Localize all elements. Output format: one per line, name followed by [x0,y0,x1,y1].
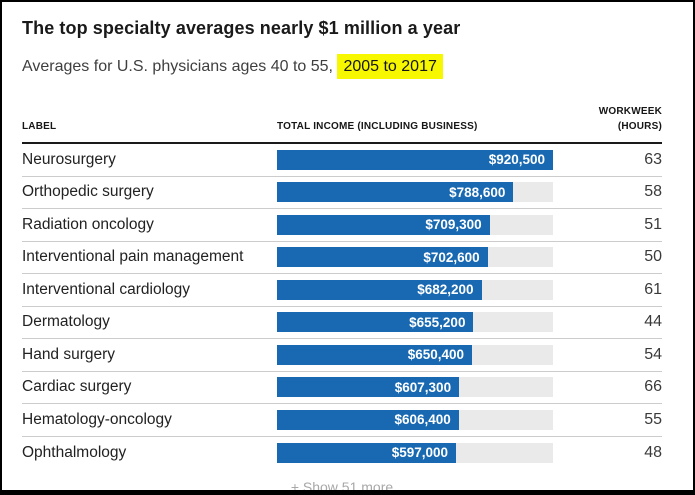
income-value-label: $655,200 [409,314,466,330]
table-row: Ophthalmology $597,000 48 [22,437,662,470]
specialty-label: Hand surgery [22,345,116,363]
income-bar-track: $709,300 [277,214,553,235]
income-bar-track: $682,200 [277,279,553,300]
income-bar-fill: $606,400 [277,409,459,430]
specialty-label: Cardiac surgery [22,378,132,396]
income-bar-cell: $650,400 [277,344,553,365]
income-value-label: $682,200 [417,282,474,298]
income-bar-fill: $920,500 [277,149,553,170]
specialty-label: Neurosurgery [22,150,116,168]
subtitle-text: Averages for U.S. physicians ages 40 to … [22,58,338,75]
specialty-label: Orthopedic surgery [22,183,154,201]
income-bar-fill: $650,400 [277,344,472,365]
income-bar-cell: $920,500 [277,149,553,170]
workweek-hours-value: 50 [644,248,662,266]
income-value-label: $702,600 [423,249,480,265]
table-row: Hematology-oncology $606,400 55 [22,404,662,437]
workweek-hours-value: 55 [644,410,662,428]
specialty-label: Interventional pain management [22,248,244,266]
income-bar-cell: $709,300 [277,214,553,235]
income-bar-track: $702,600 [277,247,553,268]
table-header-row: LABEL TOTAL INCOME (INCLUDING BUSINESS) … [22,104,662,144]
income-bar-fill: $709,300 [277,214,490,235]
income-bar-cell: $702,600 [277,247,553,268]
income-value-label: $597,000 [391,445,448,461]
table-row: Interventional cardiology $682,200 61 [22,274,662,307]
specialty-label: Radiation oncology [22,215,154,233]
income-value-label: $709,300 [425,217,482,233]
income-value-label: $788,600 [449,184,506,200]
income-bar-fill: $682,200 [277,279,482,300]
chart-title: The top specialty averages nearly $1 mil… [22,18,461,38]
table-body: Neurosurgery $920,500 63 Orthopedic surg… [22,144,662,469]
table-row: Hand surgery $650,400 54 [22,339,662,372]
income-bar-track: $597,000 [277,442,553,463]
income-bar-track: $920,500 [277,149,553,170]
table-row: Dermatology $655,200 44 [22,307,662,339]
column-header-workweek-line1: WORKWEEK [598,106,662,117]
table-row: Radiation oncology $709,300 51 [22,209,662,242]
income-value-label: $650,400 [407,347,464,363]
specialty-label: Interventional cardiology [22,280,191,298]
table-row: Cardiac surgery $607,300 66 [22,372,662,404]
income-bar-track: $606,400 [277,409,553,430]
workweek-hours-value: 63 [644,150,662,168]
workweek-hours-value: 48 [644,443,662,461]
column-header-label: LABEL [22,121,57,132]
income-bar-cell: $788,600 [277,182,553,203]
workweek-hours-value: 44 [644,313,662,331]
income-bar-track: $650,400 [277,344,553,365]
income-bar-fill: $788,600 [277,182,514,203]
income-bar-cell: $607,300 [277,377,553,398]
column-header-income: TOTAL INCOME (INCLUDING BUSINESS) [277,121,478,132]
table-row: Neurosurgery $920,500 63 [22,144,662,177]
show-more-link[interactable]: + Show 51 more [290,479,394,495]
workweek-hours-value: 51 [644,215,662,233]
income-value-label: $920,500 [488,152,545,168]
income-bar-fill: $655,200 [277,312,474,333]
chart-subtitle: Averages for U.S. physicians ages 40 to … [22,54,662,80]
specialty-label: Ophthalmology [22,443,127,461]
income-bar-fill: $597,000 [277,442,456,463]
income-value-label: $607,300 [394,379,452,395]
column-header-workweek-line2: (HOURS) [617,121,662,132]
specialty-label: Hematology-oncology [22,410,172,428]
income-bar-cell: $597,000 [277,442,553,463]
income-bar-cell: $606,400 [277,409,553,430]
income-value-label: $606,400 [394,412,451,428]
income-bar-track: $788,600 [277,182,553,203]
income-bar-cell: $682,200 [277,279,553,300]
workweek-hours-value: 58 [644,183,662,201]
workweek-hours-value: 61 [644,280,662,298]
income-bar-fill: $607,300 [277,377,460,398]
workweek-hours-value: 54 [644,345,662,363]
table-row: Interventional pain management $702,600 … [22,242,662,274]
workweek-hours-value: 66 [644,378,662,396]
specialty-label: Dermatology [22,313,110,331]
column-header-workweek: WORKWEEK (HOURS) [553,104,662,134]
table-row: Orthopedic surgery $788,600 58 [22,177,662,209]
highlighted-date-range: 2005 to 2017 [337,54,443,79]
income-bar-track: $655,200 [277,312,553,333]
income-bar-track: $607,300 [277,377,553,398]
income-bar-cell: $655,200 [277,312,553,333]
income-bar-fill: $702,600 [277,247,488,268]
